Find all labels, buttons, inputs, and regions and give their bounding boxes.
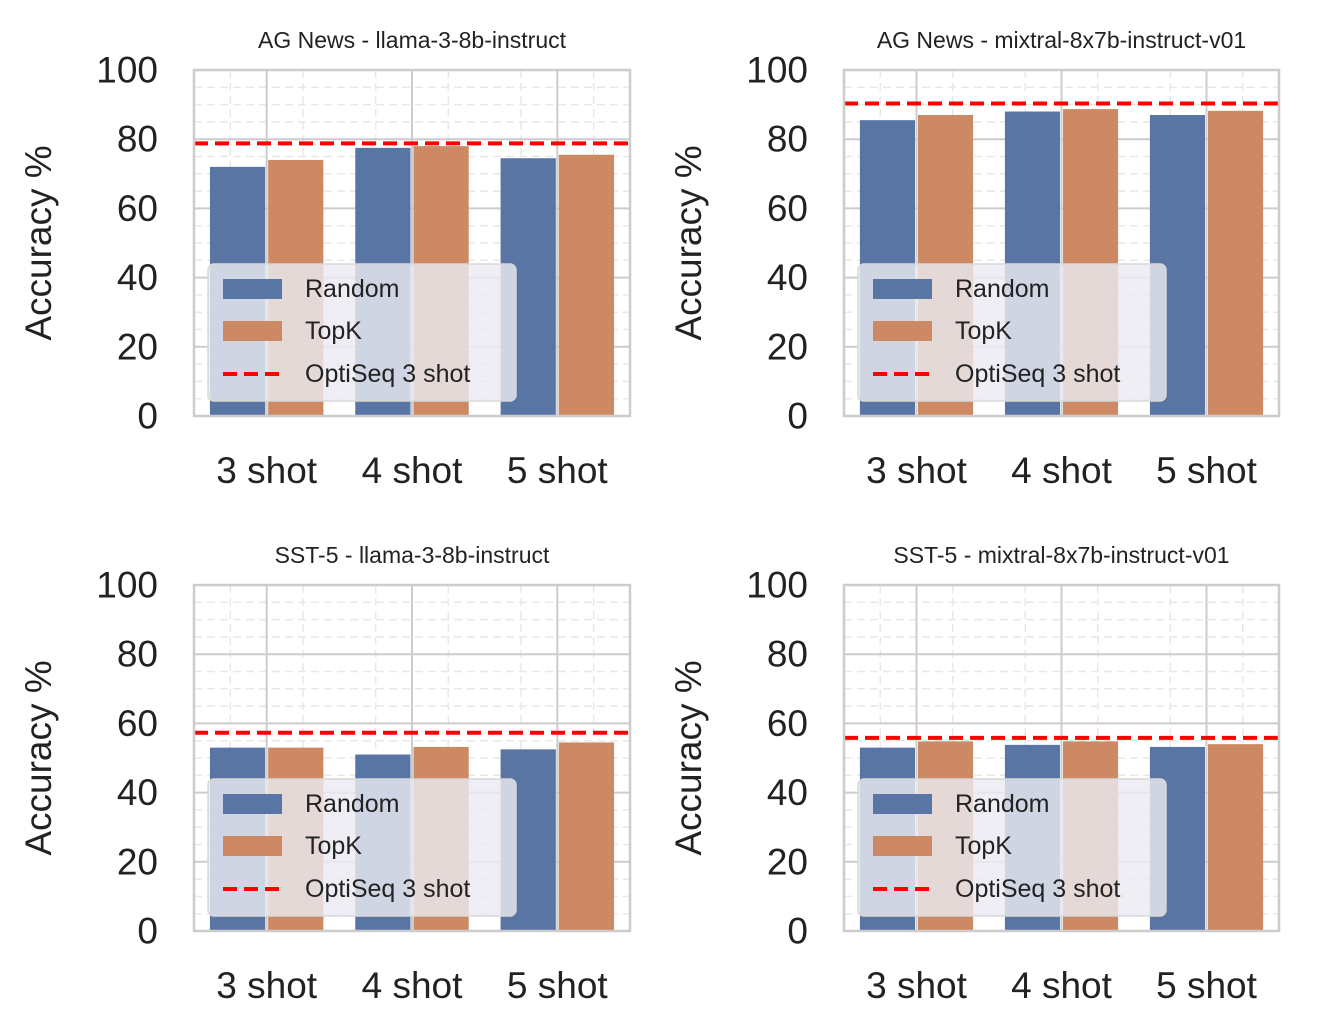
y-tick-label: 0 (787, 396, 808, 437)
legend-label: TopK (305, 317, 362, 345)
y-tick-label: 60 (767, 703, 808, 744)
chart-title: SST-5 - mixtral-8x7b-instruct-v01 (893, 542, 1229, 568)
legend-label: OptiSeq 3 shot (305, 360, 470, 388)
y-tick-label: 0 (137, 911, 158, 952)
legend: Random TopK OptiSeq 3 shot (857, 263, 1167, 402)
legend-swatch-random (873, 794, 932, 814)
legend-box (207, 263, 517, 402)
chart-panel-4: SST-5 - mixtral-8x7b-instruct-v01 0 20 40 60… (668, 542, 1281, 1006)
legend-swatch-random (223, 279, 282, 299)
legend-swatch-topk (223, 836, 282, 856)
legend-label: Random (955, 275, 1050, 303)
y-tick-label: 80 (767, 119, 808, 160)
y-tick-label: 60 (117, 703, 158, 744)
legend-swatch-random (223, 794, 282, 814)
x-tick-label: 4 shot (1011, 450, 1113, 491)
chart-panel-1: AG News - llama-3-8b-instruct 0 20 40 60 80 10… (18, 27, 632, 491)
y-tick-label: 100 (96, 565, 158, 606)
x-tick-label: 4 shot (362, 965, 464, 1006)
bar-topk (558, 154, 615, 416)
y-tick-label: 40 (117, 257, 158, 298)
legend: Random TopK OptiSeq 3 shot (207, 263, 517, 402)
legend: Random TopK OptiSeq 3 shot (857, 778, 1167, 917)
legend-box (207, 778, 517, 917)
x-tick-label: 3 shot (866, 965, 968, 1006)
y-tick-label: 40 (117, 772, 158, 813)
y-tick-label: 20 (767, 326, 808, 367)
plot-frame (842, 583, 1281, 933)
y-axis-label: Accuracy % (668, 145, 709, 340)
legend-label: TopK (955, 317, 1012, 345)
legend-label: OptiSeq 3 shot (955, 875, 1120, 903)
y-axis-label: Accuracy % (18, 145, 59, 340)
y-tick-label: 80 (767, 634, 808, 675)
y-tick-label: 20 (117, 841, 158, 882)
legend-label: TopK (305, 832, 362, 860)
legend-label: OptiSeq 3 shot (955, 360, 1120, 388)
x-tick-label: 4 shot (1011, 965, 1113, 1006)
x-tick-label: 5 shot (507, 965, 609, 1006)
chart-panel-2: AG News - mixtral-8x7b-instruct-v01 0 20 40… (668, 27, 1281, 491)
legend-label: TopK (955, 832, 1012, 860)
y-tick-label: 20 (117, 326, 158, 367)
chart-panel-3: SST-5 - llama-3-8b-instruct 0 20 40 60 80 100 3… (18, 542, 632, 1006)
y-tick-label: 100 (746, 565, 808, 606)
legend-label: Random (955, 790, 1050, 818)
x-tick-label: 5 shot (1156, 450, 1258, 491)
bar-topk (1208, 110, 1264, 416)
legend-swatch-topk (873, 321, 932, 341)
x-tick-label: 3 shot (866, 450, 968, 491)
legend-label: Random (305, 790, 400, 818)
y-tick-label: 40 (767, 257, 808, 298)
x-tick-label: 3 shot (216, 450, 318, 491)
legend-label: OptiSeq 3 shot (305, 875, 470, 903)
legend: Random TopK OptiSeq 3 shot (207, 778, 517, 917)
y-tick-label: 0 (137, 396, 158, 437)
y-tick-label: 100 (746, 50, 808, 91)
legend-swatch-random (873, 279, 932, 299)
legend-swatch-topk (873, 836, 932, 856)
legend-label: Random (305, 275, 400, 303)
plot-frame (842, 68, 1281, 418)
chart-title: AG News - mixtral-8x7b-instruct-v01 (877, 27, 1246, 53)
legend-box (857, 778, 1167, 917)
y-tick-label: 60 (117, 188, 158, 229)
chart-title: AG News - llama-3-8b-instruct (258, 27, 567, 53)
chart-title: SST-5 - llama-3-8b-instruct (275, 542, 550, 568)
x-tick-label: 3 shot (216, 965, 318, 1006)
y-tick-label: 60 (767, 188, 808, 229)
plot-frame (192, 68, 632, 418)
y-tick-label: 80 (117, 634, 158, 675)
y-axis-label: Accuracy % (668, 660, 709, 855)
y-tick-label: 20 (767, 841, 808, 882)
x-tick-label: 5 shot (507, 450, 609, 491)
plot-frame (192, 583, 632, 933)
y-tick-label: 0 (787, 911, 808, 952)
legend-swatch-topk (223, 321, 282, 341)
y-axis-label: Accuracy % (18, 660, 59, 855)
y-tick-label: 40 (767, 772, 808, 813)
x-tick-label: 4 shot (362, 450, 464, 491)
y-tick-label: 100 (96, 50, 158, 91)
y-tick-label: 80 (117, 119, 158, 160)
bar-topk (558, 742, 615, 931)
legend-box (857, 263, 1167, 402)
x-tick-label: 5 shot (1156, 965, 1258, 1006)
bar-topk (1208, 744, 1264, 931)
